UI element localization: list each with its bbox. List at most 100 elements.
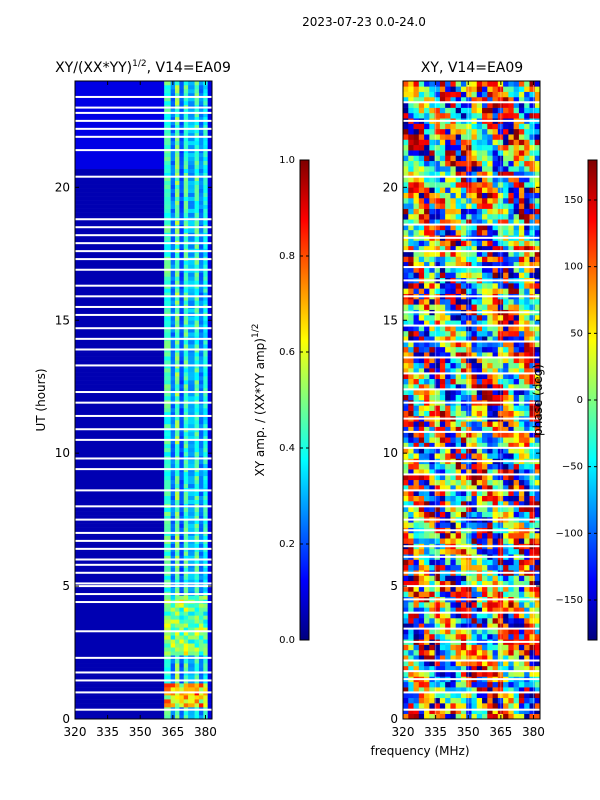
phase-cell — [466, 81, 472, 87]
amp-cell — [175, 587, 180, 592]
amp-cell — [75, 479, 165, 485]
phase-cell — [503, 426, 509, 433]
amp-cell — [175, 535, 180, 540]
phase-cell — [518, 628, 525, 635]
phase-cell — [518, 341, 525, 348]
phase-cell — [429, 612, 435, 619]
phase-cell — [513, 506, 520, 512]
amp-cell — [194, 543, 200, 548]
amp-cell — [179, 212, 185, 217]
phase-cell — [482, 421, 488, 427]
phase-cell — [524, 224, 530, 231]
phase-cell — [476, 660, 483, 667]
amp-cell — [183, 515, 189, 520]
amp-cell — [203, 392, 208, 397]
phase-cell — [408, 150, 414, 156]
phase-cell — [503, 192, 509, 199]
phase-cell — [503, 144, 509, 151]
amp-cell — [164, 603, 171, 608]
y-tick-label: 0 — [62, 712, 70, 726]
phase-cell — [455, 336, 462, 342]
phase-cell — [439, 612, 446, 619]
phase-cell — [434, 708, 441, 714]
phase-cell — [424, 362, 430, 369]
phase-cell — [497, 208, 504, 215]
amp-cell — [207, 675, 213, 680]
amp-cell — [207, 376, 213, 381]
phase-cell — [450, 384, 456, 390]
amp-cell — [164, 300, 171, 305]
phase-cell — [487, 128, 493, 135]
phase-cell — [497, 703, 504, 709]
amp-cell — [203, 384, 208, 389]
phase-cell — [513, 251, 520, 257]
phase-cell — [450, 208, 456, 215]
phase-cell — [434, 341, 441, 348]
phase-cell — [513, 447, 520, 454]
amp-cell — [175, 112, 180, 118]
phase-cell — [455, 187, 462, 193]
phase-cell — [429, 665, 435, 672]
phase-cell — [497, 336, 504, 342]
phase-cell — [424, 586, 430, 592]
phase-cell — [434, 548, 441, 555]
amp-cell — [179, 344, 185, 349]
phase-cell — [439, 128, 446, 135]
phase-cell — [524, 703, 530, 709]
phase-cell — [429, 336, 435, 342]
phase-cell — [460, 346, 467, 353]
amp-cell — [170, 647, 176, 652]
amp-cell — [170, 144, 176, 150]
amp-cell — [198, 431, 204, 437]
amp-cell — [183, 423, 189, 429]
amp-cell — [179, 100, 185, 106]
amp-cell — [179, 651, 185, 656]
phase-cell — [513, 490, 520, 496]
phase-cell — [524, 389, 530, 395]
phase-cell — [450, 197, 456, 204]
phase-cell — [487, 283, 493, 289]
phase-cell — [403, 81, 409, 87]
phase-cell — [429, 681, 435, 688]
phase-cell — [424, 81, 430, 87]
phase-cell — [492, 245, 499, 252]
amp-cell — [203, 376, 208, 381]
phase-cell — [418, 304, 425, 310]
phase-cell — [487, 330, 493, 337]
phase-cell — [476, 501, 483, 507]
amp-cell — [183, 611, 189, 616]
phase-cell — [460, 687, 467, 693]
amp-cell — [198, 403, 204, 409]
phase-cell — [487, 463, 493, 470]
amp-cell — [203, 527, 208, 532]
phase-cell — [518, 421, 525, 427]
phase-cell — [429, 240, 435, 247]
amp-cell — [198, 164, 204, 170]
phase-cell — [450, 330, 456, 337]
amp-cell — [188, 635, 195, 640]
phase-cell — [518, 107, 525, 114]
phase-cell — [424, 160, 430, 167]
phase-cell — [403, 123, 409, 130]
phase-cell — [534, 511, 541, 518]
phase-cell — [466, 208, 472, 215]
phase-cell — [455, 150, 462, 156]
phase-cell — [450, 708, 456, 714]
phase-cell — [518, 362, 525, 369]
phase-cell — [429, 362, 435, 369]
amp-cell — [194, 559, 200, 564]
amp-cell — [75, 711, 165, 716]
phase-cell — [524, 564, 530, 571]
phase-cell — [476, 96, 483, 103]
phase-cell — [529, 580, 536, 587]
phase-cell — [424, 192, 430, 199]
phase-cell — [408, 197, 414, 204]
phase-cell — [471, 463, 478, 470]
phase-cell — [534, 368, 541, 374]
amp-cell — [198, 212, 204, 217]
amp-cell — [198, 124, 204, 130]
phase-cell — [529, 591, 536, 598]
phase-cell — [408, 346, 414, 353]
phase-cell — [503, 421, 509, 427]
phase-cell — [497, 591, 504, 598]
